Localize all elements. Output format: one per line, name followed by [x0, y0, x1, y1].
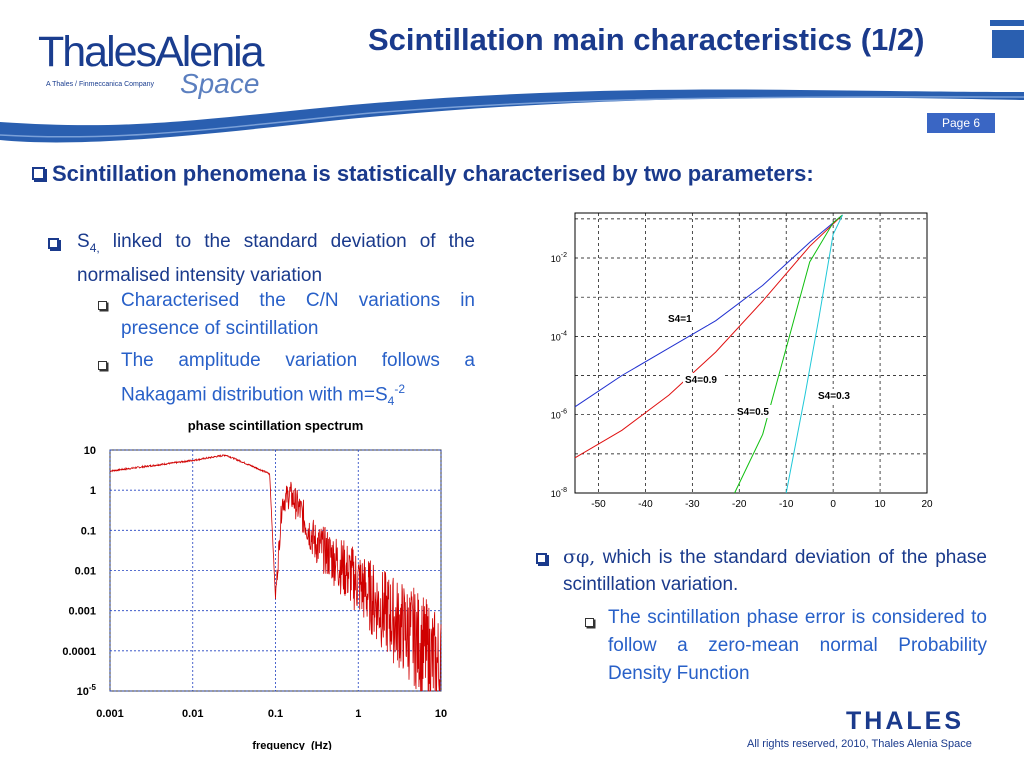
s4-bullet: S4, linked to the standard deviation of … [77, 228, 475, 289]
x-tick-label: -30 [685, 499, 700, 510]
sub-bullet-icon [98, 297, 107, 315]
y-tick-label: 10-8 [551, 487, 567, 499]
logo-space: Space [180, 68, 260, 99]
sigma-phi-symbol: σφ, [563, 546, 596, 568]
x-tick-label: 10 [875, 499, 887, 510]
curve-line [734, 214, 843, 494]
x-tick-label: 1 [355, 708, 361, 720]
y-tick-label: 0.1 [81, 525, 96, 537]
y-tick-label: 10-5 [77, 683, 97, 698]
chart-title: phase scintillation spectrum [188, 418, 364, 433]
s4-subscript: 4, [89, 240, 100, 255]
x-tick-label: 0 [830, 499, 836, 510]
phase-spectrum-chart: phase scintillation spectrum 0.001 0.01 0.1… [62, 418, 447, 750]
s4-probability-chart: -50 -40 -30 -20 -10 0 10 20 10-2 10-4 10-6 10-8 S4=1… [551, 212, 933, 510]
y-tick-label: 10-6 [551, 409, 567, 421]
x-tick-label: 10 [435, 708, 447, 720]
logo-tagline: A Thales / Finmeccanica Company [46, 81, 155, 88]
x-tick-label: -50 [591, 499, 606, 510]
header-swoosh [0, 20, 1024, 143]
annotation-bg [683, 373, 725, 386]
spectrum-line [109, 454, 442, 692]
y-tick-label: 10 [84, 445, 96, 457]
logo-thalesalenia: ThalesAlenia [38, 28, 265, 76]
x-tick-label: 0.1 [268, 708, 283, 720]
annotation-bg [666, 312, 708, 325]
x-tick-label: 20 [921, 499, 933, 510]
sub-bullet-icon [585, 614, 594, 632]
y-tick-label: 10-4 [551, 330, 567, 342]
page-number: Page 6 [927, 113, 995, 133]
plot-area [574, 212, 928, 494]
nakagami-sub: 4 [387, 394, 395, 409]
s4-sub-bullet-1: Characterised the C/N variations in pres… [121, 290, 475, 339]
curve-annotation: S4=0.9 [685, 375, 717, 386]
s4-sub-bullet-2: The amplitude variation follows a Nakaga… [121, 347, 475, 415]
slide-title: Scintillation main characteristics (1/2) [368, 22, 925, 57]
x-tick-label: -40 [638, 499, 653, 510]
sigma-phi-text: which is the standard deviation of the p… [563, 547, 988, 595]
curve-line [574, 214, 843, 459]
x-axis-label: frequency_(Hz) [252, 740, 332, 750]
main-heading: Scintillation phenomena is statistically… [52, 161, 814, 186]
annotation-bg [816, 389, 858, 402]
phase-error-bullet: The scintillation phase error is conside… [608, 607, 987, 684]
checkbox-bullet-icon [48, 236, 59, 254]
annotation-bg [735, 405, 777, 418]
curve-line [785, 214, 843, 494]
x-tick-label: -20 [732, 499, 747, 510]
y-tick-label: 1 [90, 485, 96, 497]
thales-logo: THALES [846, 707, 964, 735]
y-tick-label: 0.01 [75, 566, 96, 578]
sub-bullet-icon [98, 357, 107, 375]
x-tick-label: 0.01 [182, 708, 203, 720]
x-tick-label: 0.001 [96, 708, 124, 720]
curve-annotation: S4=0.3 [818, 391, 850, 402]
curve-line [574, 214, 843, 408]
copyright-text: All rights reserved, 2010, Thales Alenia… [747, 738, 972, 750]
heading-bullet-icon [32, 167, 45, 185]
s4-description: linked to the standard deviation of the … [77, 231, 475, 286]
nakagami-sup: -2 [394, 382, 405, 396]
checkbox-bullet-icon [536, 551, 547, 569]
x-tick-label: -10 [779, 499, 794, 510]
curve-annotation: S4=0.5 [737, 407, 769, 418]
y-tick-label: 10-2 [551, 252, 567, 264]
nakagami-text: The amplitude variation follows a Nakaga… [121, 350, 475, 406]
s4-symbol: S [77, 231, 90, 252]
y-tick-label: 0.001 [68, 606, 96, 618]
y-tick-label: 0.0001 [62, 646, 96, 658]
curve-annotation: S4=1 [668, 314, 692, 325]
sigma-phi-bullet: σφ, which is the standard deviation of t… [563, 544, 987, 598]
